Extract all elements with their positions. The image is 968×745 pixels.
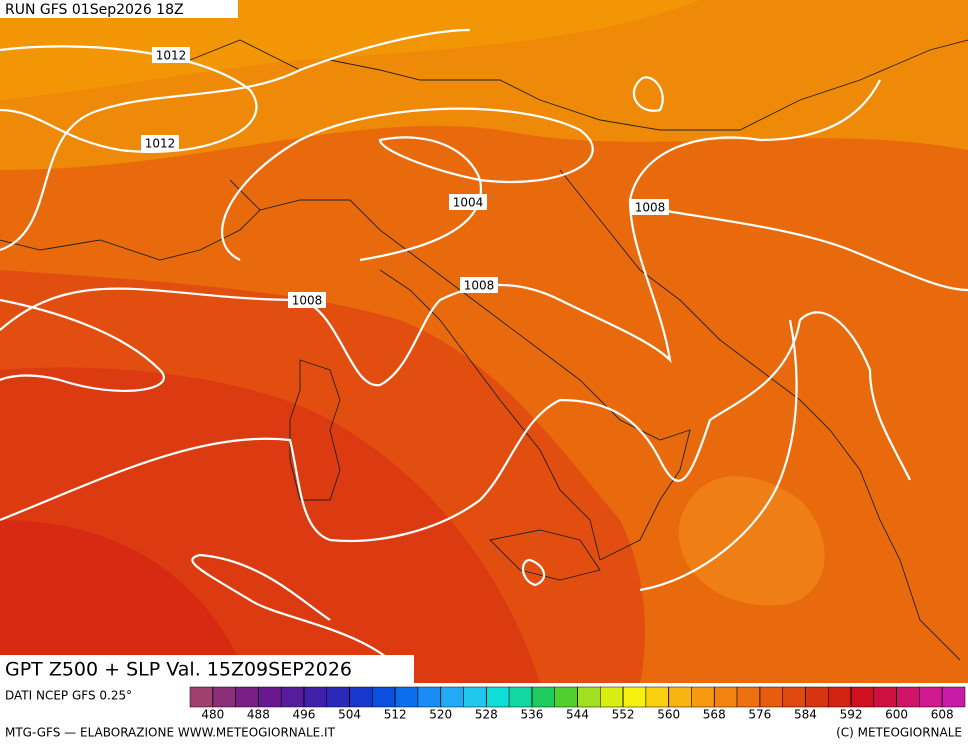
legend-swatch <box>349 686 373 708</box>
isobar-label: 1012 <box>145 137 176 151</box>
legend-swatch <box>805 686 829 708</box>
legend-swatch <box>212 686 236 708</box>
isobar-label: 1008 <box>292 294 323 308</box>
caption-source: DATI NCEP GFS 0.25° <box>5 689 132 703</box>
coastline <box>229 179 691 561</box>
isobar <box>0 298 165 393</box>
legend-swatch <box>189 686 214 708</box>
caption-field: GPT Z500 + SLP Val. 15Z09SEP2026 <box>5 659 352 681</box>
legend-swatch <box>280 686 305 708</box>
legend-tick-label: 480 <box>201 708 224 722</box>
legend-tick-label: 528 <box>475 708 498 722</box>
legend-tick-label: 536 <box>520 708 543 722</box>
legend-tick-label: 544 <box>566 708 589 722</box>
isobar <box>0 28 471 252</box>
footer-right: (C) METEOGIORNALE <box>836 726 962 740</box>
field-band <box>678 476 825 606</box>
legend-swatch <box>873 686 897 708</box>
label-box <box>449 194 487 210</box>
legend-swatch <box>691 686 715 708</box>
coastline <box>0 209 261 261</box>
legend-tick-label: 504 <box>338 708 361 722</box>
legend-swatch <box>827 686 852 708</box>
legend-swatch <box>577 686 601 708</box>
isobar <box>522 558 546 587</box>
isobar <box>632 76 664 112</box>
legend-tick-label: 520 <box>429 708 452 722</box>
legend-swatch <box>645 686 669 708</box>
legend-tick-label: 568 <box>703 708 726 722</box>
legend-swatch <box>714 686 738 708</box>
legend-swatch <box>508 686 533 708</box>
legend-swatch <box>850 686 875 708</box>
legend-tick-label: 488 <box>247 708 270 722</box>
label-box <box>288 292 326 308</box>
isobar-label: 1004 <box>453 196 484 210</box>
legend-swatch <box>759 686 783 708</box>
isobar <box>0 45 258 154</box>
island <box>489 529 601 581</box>
legend-swatch <box>782 686 806 708</box>
legend-swatch <box>554 686 578 708</box>
legend-swatch <box>372 686 396 708</box>
legend-tick-label: 608 <box>931 708 954 722</box>
legend-swatch <box>417 686 441 708</box>
legend-swatch <box>736 686 761 708</box>
legend-swatch <box>326 686 350 708</box>
isobar <box>639 319 798 592</box>
isobar <box>0 311 911 543</box>
legend-swatch <box>394 686 419 708</box>
legend-tick-label: 496 <box>293 708 316 722</box>
coastline <box>559 169 961 661</box>
legend-swatch <box>303 686 328 708</box>
header-box <box>0 0 238 18</box>
legend-swatch <box>531 686 555 708</box>
isobar-label: 1012 <box>156 49 187 63</box>
legend-swatch <box>486 686 510 708</box>
label-box <box>152 47 190 63</box>
legend-tick-label: 552 <box>612 708 635 722</box>
legend-swatch <box>919 686 943 708</box>
field-band <box>0 520 250 683</box>
isobar-labels: 1012 1012 1004 1008 1008 1008 <box>141 47 669 308</box>
legend-swatch <box>668 686 692 708</box>
legend-swatch <box>463 686 487 708</box>
legend-swatch <box>941 686 966 708</box>
footer-left: MTG-GFS — ELABORAZIONE WWW.METEOGIORNALE… <box>5 726 336 740</box>
label-box <box>631 199 669 215</box>
legend-swatch <box>896 686 920 708</box>
legend-tick-label: 584 <box>794 708 817 722</box>
caption-box <box>0 655 414 683</box>
legend-swatch <box>258 686 282 708</box>
legend-swatch <box>600 686 624 708</box>
legend-swatch <box>440 686 464 708</box>
island <box>289 359 341 501</box>
legend-tick-label: 600 <box>885 708 908 722</box>
isobar <box>191 553 411 684</box>
legend: 480 488 496 504 512 520 528 536 544 552 560 568 576 5… <box>189 686 966 722</box>
header-title: RUN GFS 01Sep2026 18Z <box>5 2 184 18</box>
legend-tick-label: 576 <box>748 708 771 722</box>
map: 1012 1012 1004 1008 1008 1008 <box>0 0 968 684</box>
isobar <box>659 208 968 292</box>
label-box <box>141 135 179 151</box>
isobar-label: 1008 <box>464 279 495 293</box>
legend-tick-label: 592 <box>840 708 863 722</box>
legend-swatch <box>235 686 259 708</box>
field-band <box>0 0 700 100</box>
legend-tick-label: 560 <box>657 708 680 722</box>
isobar-label: 1008 <box>635 201 666 215</box>
isobar <box>221 107 594 262</box>
legend-tick-label: 512 <box>384 708 407 722</box>
label-box <box>460 277 498 293</box>
legend-swatch <box>622 686 647 708</box>
